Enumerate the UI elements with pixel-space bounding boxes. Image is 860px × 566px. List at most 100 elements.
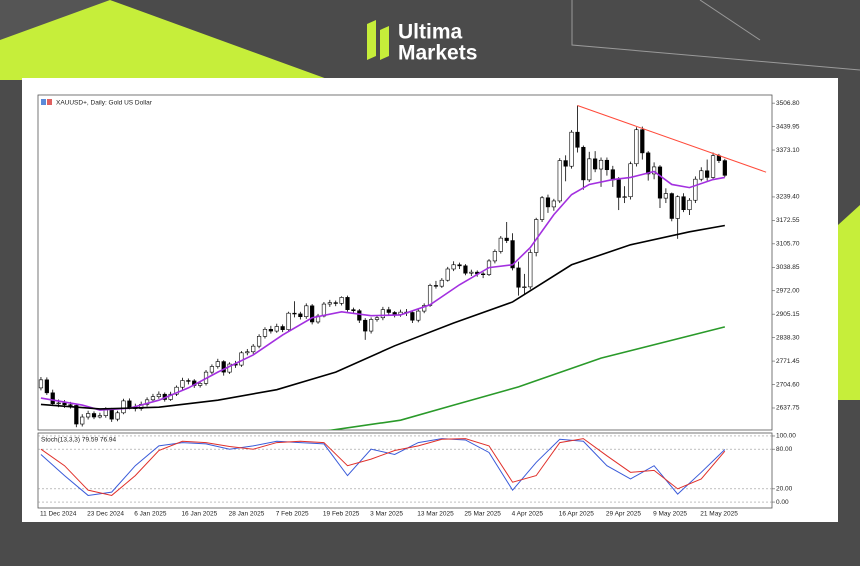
candle-body (616, 179, 621, 198)
candle-body (604, 159, 610, 171)
candle-body (669, 193, 674, 219)
candle-body (663, 193, 668, 199)
x-tick-label: 11 Dec 2024 (40, 511, 77, 518)
candle-body (575, 131, 580, 148)
y-tick-label: 2972.00 (776, 287, 800, 294)
stoch-title: Stoch(13,3,3) 79.59 76.94 (41, 437, 117, 444)
series-line (40, 438, 726, 496)
x-tick-label: 21 May 2025 (700, 511, 738, 518)
decor-line (699, 0, 761, 41)
candle-body (180, 380, 185, 388)
x-tick-label: 6 Jan 2025 (134, 511, 167, 518)
series-line (326, 326, 726, 430)
candle-body (68, 404, 73, 406)
accent-shape (838, 205, 860, 400)
candle-body (215, 361, 220, 367)
y-tick-label: 0.00 (776, 499, 789, 506)
series-line (577, 105, 767, 173)
candle-body (439, 279, 444, 287)
candle-body (522, 286, 527, 288)
candle-body (416, 310, 421, 321)
candle-body (363, 319, 368, 332)
candle-body (262, 329, 268, 337)
symbol-icon (41, 99, 46, 105)
x-tick-label: 7 Feb 2025 (276, 511, 309, 518)
candle-body (209, 366, 215, 373)
candle-body (274, 326, 279, 332)
candle-body (251, 345, 256, 353)
candle-body (38, 379, 44, 389)
y-tick-label: 3239.40 (776, 194, 800, 201)
candle-body (516, 267, 521, 288)
symbol-icon (47, 99, 52, 105)
y-tick-label: 2905.15 (776, 311, 800, 318)
candle-body (693, 178, 698, 201)
y-tick-label: 3506.80 (776, 100, 800, 107)
candle-body (221, 361, 226, 373)
y-tick-label: 80.00 (776, 446, 793, 453)
candle-body (369, 319, 374, 332)
candle-body (722, 160, 727, 176)
candle-body (610, 169, 615, 181)
candle-body (410, 312, 415, 321)
candle-body (310, 305, 315, 323)
stoch-panel (37, 432, 773, 509)
candle-body (44, 379, 49, 394)
x-tick-label: 9 May 2025 (653, 511, 687, 518)
x-tick-label: 25 Mar 2025 (464, 511, 501, 518)
accent-shape (0, 0, 110, 40)
candle-body (127, 400, 132, 408)
candle-body (321, 303, 327, 317)
candle-body (675, 196, 680, 219)
candle-body (581, 146, 586, 181)
candle-body (74, 405, 79, 425)
candle-body (91, 413, 97, 418)
candle-body (186, 380, 191, 382)
x-tick-label: 16 Apr 2025 (559, 511, 594, 518)
candle-body (80, 416, 85, 425)
candle-body (268, 329, 273, 332)
candle-body (374, 317, 380, 320)
candle-body (551, 200, 556, 208)
logo-icon (380, 26, 389, 60)
candle-body (681, 196, 686, 211)
y-tick-label: 3105.70 (776, 241, 800, 248)
y-tick-label: 2838.30 (776, 334, 800, 341)
candle-body (563, 160, 568, 167)
candle-body (510, 240, 515, 269)
candle-body (56, 402, 61, 405)
candle-body (422, 305, 427, 312)
y-tick-label: 3439.95 (776, 123, 800, 130)
candle-body (156, 393, 161, 397)
x-tick-label: 29 Apr 2025 (606, 511, 641, 518)
candle-body (545, 197, 551, 208)
candle-body (640, 129, 645, 154)
candle-body (150, 396, 156, 401)
candle-body (280, 326, 285, 330)
candle-body (492, 251, 498, 262)
logo: Ultima Markets (367, 20, 477, 65)
candle-body (463, 265, 468, 274)
plot-area (38, 435, 772, 503)
candle-body (109, 409, 114, 420)
series-line (40, 170, 725, 411)
series-line (40, 224, 725, 410)
candle-body (333, 302, 338, 304)
candle-body (557, 160, 562, 202)
candle-body (298, 313, 303, 317)
candle-body (622, 196, 627, 198)
candle-body (345, 297, 350, 310)
candle-body (97, 415, 103, 418)
candle-body (339, 297, 344, 304)
x-tick-label: 28 Jan 2025 (229, 511, 265, 518)
y-tick-label: 2771.45 (776, 358, 800, 365)
candle-body (433, 285, 439, 287)
candle-body (534, 219, 539, 253)
price-panel (37, 94, 773, 431)
candle-body (569, 131, 574, 167)
candle-body (357, 310, 362, 321)
candle-body (286, 312, 291, 330)
candle-body (457, 264, 462, 267)
candle-body (239, 352, 244, 366)
